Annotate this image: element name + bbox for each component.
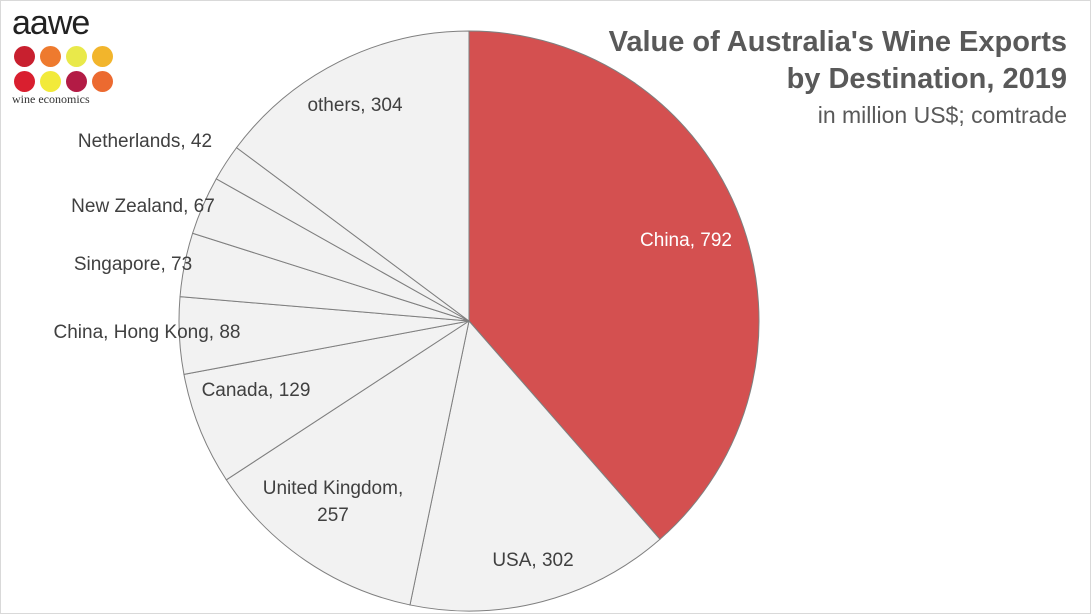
pie-label-netherlands: Netherlands, 42 xyxy=(78,131,212,152)
chart-subtitle: in million US$; comtrade xyxy=(817,102,1067,128)
logo-dot xyxy=(14,46,35,67)
logo-dot xyxy=(66,71,87,92)
pie-slice-usa xyxy=(409,319,661,612)
logo-dots xyxy=(14,46,118,94)
pie-label-united-kingdom: United Kingdom, 257 xyxy=(263,478,403,526)
pie-label-singapore: Singapore, 73 xyxy=(74,254,192,275)
logo-dot xyxy=(14,71,35,92)
pie-label-canada: Canada, 129 xyxy=(202,380,311,401)
pie-label-usa: USA, 302 xyxy=(492,550,573,571)
pie-label-new-zealand: New Zealand, 67 xyxy=(71,196,215,217)
pie-slice-canada xyxy=(183,320,470,481)
pie-slice-others xyxy=(235,30,470,322)
logo-wordmark: aawe xyxy=(12,4,90,42)
pie-label-others: others, 304 xyxy=(307,95,402,116)
pie-slice-united-kingdom xyxy=(225,319,470,606)
logo-dot xyxy=(40,46,61,67)
pie-slice-china xyxy=(468,30,760,540)
chart-title-block: Value of Australia's Wine Exports by Des… xyxy=(587,24,1067,130)
logo-dot xyxy=(92,46,113,67)
logo-subtitle: wine economics xyxy=(12,92,90,106)
logo-dot xyxy=(66,46,87,67)
chart-title-line2: by Destination, 2019 xyxy=(786,63,1067,95)
logo-dot xyxy=(92,71,113,92)
logo-dot xyxy=(40,71,61,92)
chart-title-line1: Value of Australia's Wine Exports xyxy=(608,26,1067,58)
pie-label-china-hong-kong: China, Hong Kong, 88 xyxy=(54,322,241,343)
pie-label-china: China, 792 xyxy=(640,230,732,251)
aawe-logo: aawe wine economics xyxy=(8,6,118,106)
